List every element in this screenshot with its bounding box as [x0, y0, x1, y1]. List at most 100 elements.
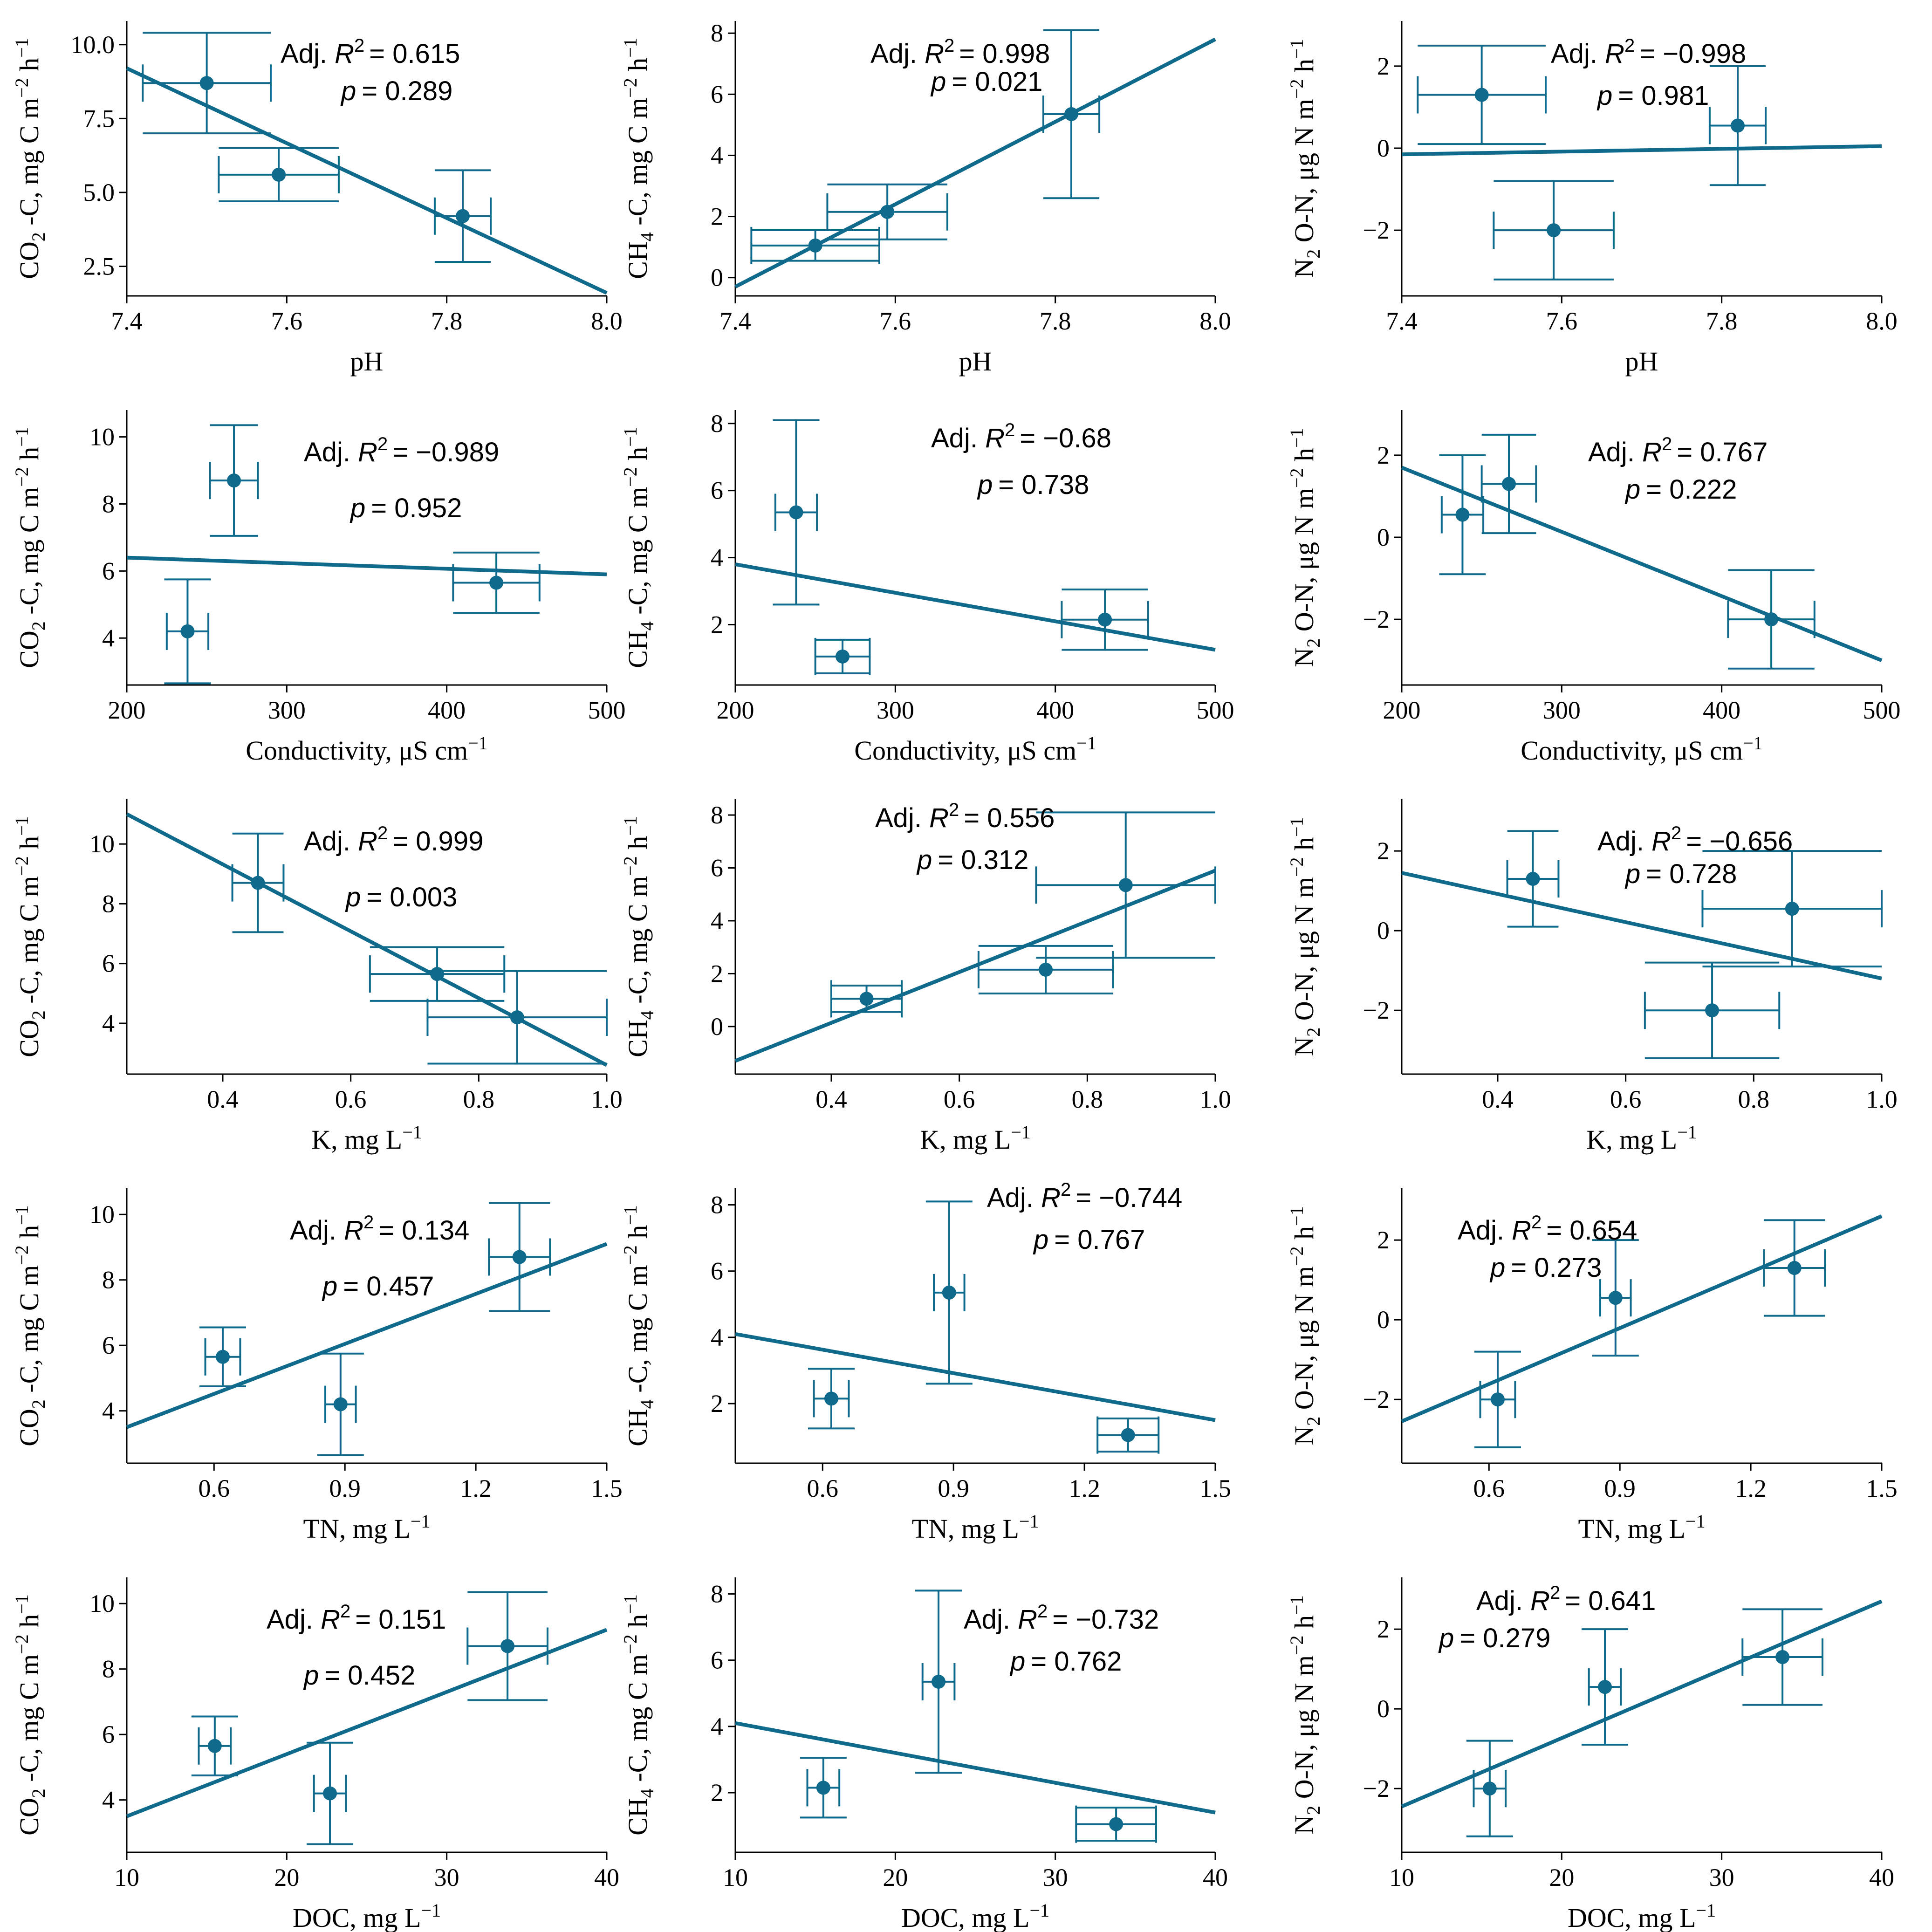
adj-r2-annotation: Adj. R2 = 0.151 [267, 1601, 446, 1635]
x-tick-label: 7.4 [719, 307, 751, 335]
y-tick-label: 8 [102, 890, 115, 918]
y-tick-label: 2 [1377, 1226, 1390, 1254]
y-tick-label: 0 [1377, 1695, 1390, 1723]
x-tick-label: 40 [1869, 1863, 1894, 1891]
x-tick-label: 8.0 [591, 307, 623, 335]
x-tick-label: 40 [1203, 1863, 1228, 1891]
adj-r2-annotation: Adj. R2 = 0.615 [281, 35, 460, 69]
x-axis-title: pH [959, 346, 992, 377]
p-value-annotation: p = 0.981 [1596, 81, 1709, 111]
y-axis-title: CO2 -C, mg C m−2 h−1 [11, 427, 49, 668]
x-tick-label: 0.4 [1482, 1085, 1514, 1113]
regression-line [126, 1242, 608, 1429]
y-axis-title: CH4 -C, mg C m−2 h−1 [620, 427, 658, 668]
x-tick-label: 7.4 [111, 307, 143, 335]
x-tick-label: 8.0 [1866, 307, 1898, 335]
y-tick-label: 6 [102, 557, 115, 585]
y-axis-title: CH4 -C, mg C m−2 h−1 [620, 38, 658, 279]
x-tick-label: 0.6 [199, 1474, 230, 1502]
adj-r2-annotation: Adj. R2 = 0.767 [1588, 434, 1768, 467]
x-tick-label: 0.6 [944, 1085, 975, 1113]
x-axis-title: Conductivity, μS cm−1 [854, 733, 1096, 766]
data-point [942, 1285, 956, 1300]
y-axis-title: N2 O-N, μg N m−2 h−1 [1286, 428, 1324, 667]
y-axis-title: N2 O-N, μg N m−2 h−1 [1286, 817, 1324, 1056]
y-tick-label: 8 [711, 19, 723, 47]
data-point [207, 1739, 222, 1753]
p-value-annotation: p = 0.279 [1438, 1623, 1550, 1653]
data-point [1785, 902, 1799, 916]
y-tick-label: 6 [102, 950, 115, 978]
y-tick-label: 10 [89, 1200, 115, 1228]
y-tick-label: 0 [1377, 134, 1390, 162]
p-value-annotation: p = 0.312 [916, 845, 1028, 875]
x-tick-label: 7.8 [1706, 307, 1738, 335]
data-point [1705, 1003, 1720, 1018]
y-tick-label: 2.5 [83, 253, 115, 281]
data-point [1526, 872, 1540, 886]
panel-4-0: 10 20 30 40 4 6 8 10 DOC, mg L−1 CO2 -C, mg C m−2… [11, 1577, 619, 1932]
p-value-annotation: p = 0.021 [930, 67, 1042, 97]
data-point [1118, 878, 1133, 892]
y-tick-label: 8 [711, 801, 723, 829]
data-point [227, 473, 241, 488]
y-tick-label: 2 [1377, 837, 1390, 865]
x-tick-label: 300 [268, 696, 306, 724]
regression-line [1401, 871, 1882, 980]
data-point [1039, 962, 1053, 977]
regression-line [126, 1628, 608, 1818]
regression-line [735, 562, 1216, 652]
x-tick-label: 1.0 [1199, 1085, 1231, 1113]
y-axis-title: CO2 -C, mg C m−2 h−1 [11, 38, 49, 279]
y-tick-label: 0 [1377, 917, 1390, 945]
panel-1-1: 200 300 400 500 2 4 6 8 Conductivity, μS cm−1 CH4… [620, 410, 1234, 766]
y-tick-label: 5.0 [83, 178, 115, 206]
y-tick-label: 4 [102, 1786, 115, 1814]
p-value-annotation: p = 0.767 [1033, 1225, 1145, 1255]
data-point [824, 1391, 838, 1406]
x-tick-label: 400 [428, 696, 466, 724]
x-tick-label: 8.0 [1199, 307, 1231, 335]
y-axis-title: CH4 -C, mg C m−2 h−1 [620, 816, 658, 1057]
y-tick-label: 10 [89, 830, 115, 858]
x-tick-label: 1.5 [1866, 1474, 1898, 1502]
data-point [1598, 1680, 1612, 1694]
data-point [333, 1397, 348, 1411]
x-axis-title: pH [350, 346, 384, 377]
data-point [1775, 1650, 1790, 1665]
p-value-annotation: p = 0.457 [322, 1271, 434, 1302]
adj-r2-annotation: Adj. R2 = 0.654 [1458, 1212, 1637, 1246]
p-value-annotation: p = 0.738 [977, 470, 1089, 500]
panel-1-0: 200 300 400 500 4 6 8 10 Conductivity, μS cm−1 CO… [11, 410, 626, 766]
x-tick-label: 7.8 [1040, 307, 1071, 335]
adj-r2-annotation: Adj. R2 = −0.989 [304, 434, 499, 467]
panel-0-1: 7.4 7.6 7.8 8.0 0 2 4 6 8 pH CH4 -C, mg C m−2 h−1 A… [620, 19, 1231, 377]
data-point [789, 505, 803, 520]
y-tick-label: 8 [711, 1191, 723, 1219]
y-tick-label: 4 [102, 1397, 115, 1425]
x-tick-label: 1.0 [591, 1085, 623, 1113]
y-tick-label: 2 [711, 1779, 723, 1807]
x-tick-label: 1.0 [1866, 1085, 1898, 1113]
x-axis-title: Conductivity, μS cm−1 [246, 733, 487, 766]
p-value-annotation: p = 0.003 [345, 882, 457, 912]
y-tick-label: 0 [1377, 1306, 1390, 1334]
regression-line [1401, 1214, 1883, 1423]
data-point [1474, 88, 1489, 102]
x-tick-label: 200 [1383, 696, 1421, 724]
y-tick-label: 6 [711, 80, 723, 108]
data-point [512, 1250, 527, 1264]
x-tick-label: 0.6 [1610, 1085, 1642, 1113]
y-axis-title: N2 O-N, μg N m−2 h−1 [1286, 1206, 1324, 1445]
y-tick-label: 4 [102, 624, 115, 652]
y-tick-label: 0 [711, 264, 723, 292]
y-tick-label: −2 [1363, 216, 1390, 244]
x-axis-title: DOC, mg L−1 [1568, 1900, 1716, 1932]
panel-3-2: 0.6 0.9 1.2 1.5 −2 0 2 TN, mg L−1 N2 O-N, μg N m… [1286, 1188, 1898, 1544]
x-axis-title: TN, mg L−1 [303, 1511, 431, 1544]
y-tick-label: −2 [1363, 605, 1390, 633]
y-axis-title: N2 O-N, μg N m−2 h−1 [1286, 1595, 1324, 1834]
x-tick-label: 7.8 [431, 307, 463, 335]
adj-r2-annotation: Adj. R2 = 0.134 [290, 1212, 469, 1246]
x-tick-label: 7.6 [271, 307, 303, 335]
